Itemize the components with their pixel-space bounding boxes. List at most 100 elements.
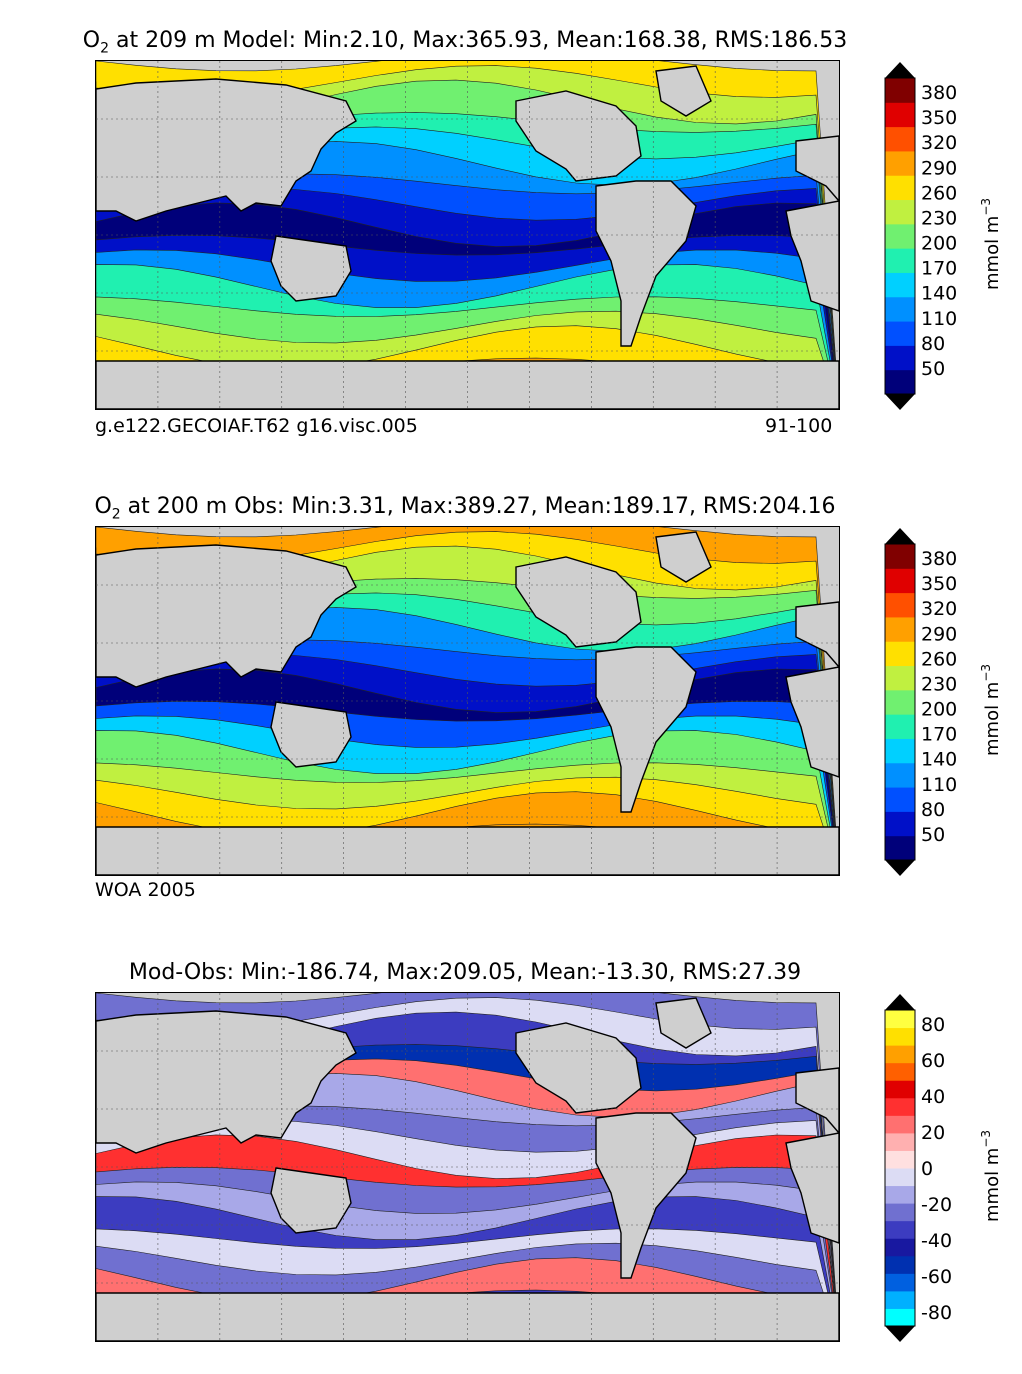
colorbar-tick-label: 200 [921,233,957,255]
colorbar-segment [885,102,915,128]
colorbar-tick-label: -20 [921,1194,952,1216]
land-mass [96,78,357,222]
land-mass [270,235,352,302]
colorbar-tick-label: 60 [921,1050,945,1072]
colorbar-segment [885,78,915,103]
title-text: at 209 m Model: Min:2.10, Max:365.93, Me… [109,28,848,53]
colorbar-tick-label: 0 [921,1158,933,1180]
colorbar-extend-max [885,994,915,1010]
title-species: O [94,494,112,519]
land-mass [270,1167,352,1234]
colorbar-tick-label: 20 [921,1122,945,1144]
colorbar-tick-label: -60 [921,1266,952,1288]
colorbar-segment [885,1238,915,1257]
panel-model: O2 at 209 m Model: Min:2.10, Max:365.93,… [0,0,1022,440]
colorbar-tick-label: 350 [921,107,957,129]
colorbar-tick-label: 50 [921,824,945,846]
colorbar-svg: -80 -60 -40 -20 0 20 40 60 80 mmol m−3 [884,994,1003,1342]
colorbar-tick-label: 260 [921,182,957,204]
colorbar-segment [885,544,915,569]
colorbar-svg: 50 80 110 140 170 200 230 260 290 320 350 380 mmol m… [884,528,1003,876]
title-text: at 200 m Obs: Min:3.31, Max:389.27, Mean… [120,494,836,519]
colorbar-segment [885,345,915,371]
title-text: Mod-Obs: Min:-186.74, Max:209.05, Mean:-… [128,960,802,985]
colorbar-segment [885,1062,915,1081]
land-mass [595,180,697,347]
colorbar-segment [885,1220,915,1239]
map-svg [96,527,839,875]
colorbar-tick-label: 230 [921,208,957,230]
colorbar-segment [885,592,915,618]
land-mass [655,531,712,583]
map-svg [96,61,839,409]
colorbar-segment [885,1273,915,1292]
colorbar-segment [885,1185,915,1204]
colorbar-segment [885,296,915,322]
colorbar: -80 -60 -40 -20 0 20 40 60 80 mmol m−3 [880,992,1010,1344]
land-mass [785,1132,839,1244]
colorbar-extend-max [885,528,915,544]
colorbar-tick-label: 140 [921,749,957,771]
colorbar: 50 80 110 140 170 200 230 260 290 320 350 380 mmol m… [880,526,1010,878]
colorbar-segment [885,1045,915,1064]
colorbar-tick-label: 140 [921,283,957,305]
colorbar-tick-label: 110 [921,308,957,330]
colorbar-tick-label: 80 [921,333,945,355]
colorbar-tick-label: 170 [921,724,957,746]
panel-title: O2 at 200 m Obs: Min:3.31, Max:389.27, M… [0,494,930,522]
colorbar-svg: 50 80 110 140 170 200 230 260 290 320 350 380 mmol m… [884,62,1003,410]
colorbar-unit-label: mmol m−3 [979,198,1003,290]
panel-title: O2 at 209 m Model: Min:2.10, Max:365.93,… [0,28,930,56]
colorbar-tick-label: 80 [921,799,945,821]
colorbar-segment [885,1010,915,1029]
land-mass [655,997,712,1049]
land-mass [595,1112,697,1279]
colorbar-tick-label: 50 [921,358,945,380]
colorbar-tick-label: 230 [921,674,957,696]
colorbar-segment [885,272,915,298]
colorbar-unit-label: mmol m−3 [979,664,1003,756]
land-mass [785,200,839,312]
panel-observations: O2 at 200 m Obs: Min:3.31, Max:389.27, M… [0,466,1022,906]
colorbar-segment [885,738,915,764]
colorbar: 50 80 110 140 170 200 230 260 290 320 350 380 mmol m… [880,60,1010,412]
colorbar-tick-label: -80 [921,1302,952,1324]
colorbar-tick-label: -40 [921,1230,952,1252]
colorbar-segment [885,665,915,691]
footer-source: WOA 2005 [95,879,196,901]
colorbar-tick-label: 260 [921,648,957,670]
colorbar-segment [885,1080,915,1099]
map-svg [96,993,839,1341]
colorbar-segment [885,1150,915,1169]
colorbar-tick-label: 110 [921,774,957,796]
colorbar-segment [885,689,915,715]
colorbar-tick-label: 380 [921,82,957,104]
land-mass [795,135,839,203]
colorbar-tick-label: 350 [921,573,957,595]
colorbar-segment [885,811,915,837]
colorbar-tick-label: 290 [921,157,957,179]
colorbar-tick-label: 320 [921,598,957,620]
colorbar-segment [885,1308,915,1327]
colorbar-segment [885,150,915,176]
title-species: O [82,28,101,53]
colorbar-segment [885,1168,915,1187]
panel-difference: Mod-Obs: Min:-186.74, Max:209.05, Mean:-… [0,932,1022,1372]
colorbar-segment [885,835,915,861]
colorbar-extend-max [885,62,915,78]
colorbar-segment [885,248,915,273]
colorbar-segment [885,223,915,249]
colorbar-segment [885,1027,915,1046]
land-mass [270,701,352,768]
panel-title: Mod-Obs: Min:-186.74, Max:209.05, Mean:-… [0,960,930,985]
colorbar-segment [885,641,915,667]
colorbar-segment [885,175,915,201]
colorbar-extend-min [885,1326,915,1342]
title-subscript: 2 [100,40,110,57]
colorbar-tick-label: 80 [921,1014,945,1036]
land-mass [795,601,839,669]
colorbar-segment [885,1115,915,1134]
land-mass [795,1067,839,1135]
colorbar-tick-label: 320 [921,132,957,154]
colorbar-segment [885,369,915,395]
